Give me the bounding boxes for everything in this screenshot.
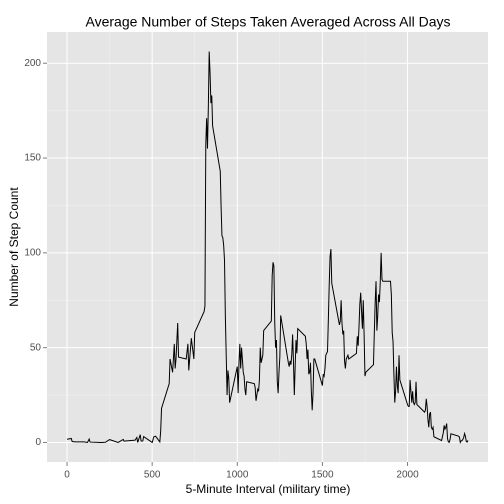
y-tick-label: 0	[35, 437, 41, 448]
x-tick-label: 1500	[311, 470, 334, 481]
x-tick-label: 500	[144, 470, 161, 481]
x-tick-label: 0	[64, 470, 70, 481]
x-tick-label: 1000	[226, 470, 249, 481]
y-tick-label: 50	[30, 342, 42, 353]
y-tick-label: 150	[24, 153, 41, 164]
y-tick-label: 100	[24, 247, 41, 258]
line	[66, 51, 469, 444]
chart-title: Average Number of Steps Taken Averaged A…	[86, 14, 451, 30]
y-axis-title: Number of Step Count	[7, 187, 21, 307]
plot-panel	[47, 32, 488, 462]
x-axis-title: 5-Minute Interval (military time)	[186, 482, 351, 496]
y-tick-label: 200	[24, 58, 41, 69]
x-tick-label: 2000	[396, 470, 419, 481]
